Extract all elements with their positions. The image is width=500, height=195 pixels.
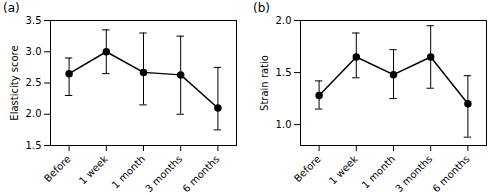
svg-text:6 months: 6 months xyxy=(430,153,471,194)
svg-text:2.5: 2.5 xyxy=(26,77,42,88)
svg-text:Before: Before xyxy=(42,153,73,184)
svg-text:Strain ratio: Strain ratio xyxy=(259,55,270,111)
html-text:(b): (b) xyxy=(253,1,270,15)
svg-text:Elasticity score: Elasticity score xyxy=(9,45,20,120)
svg-text:1 month: 1 month xyxy=(360,153,397,190)
svg-text:1 week: 1 week xyxy=(77,153,110,186)
svg-text:2.0: 2.0 xyxy=(276,15,292,26)
svg-text:3.5: 3.5 xyxy=(26,15,42,26)
svg-text:1 week: 1 week xyxy=(327,153,360,186)
svg-text:3 months: 3 months xyxy=(393,153,434,194)
svg-text:3 months: 3 months xyxy=(143,153,184,194)
svg-text:1.5: 1.5 xyxy=(26,140,42,151)
svg-text:1 month: 1 month xyxy=(110,153,147,190)
svg-text:6 months: 6 months xyxy=(180,153,221,194)
svg-text:2.0: 2.0 xyxy=(26,108,42,119)
svg-text:1.5: 1.5 xyxy=(276,67,292,78)
svg-text:1.0: 1.0 xyxy=(276,119,292,130)
html-text:(a): (a) xyxy=(3,1,20,15)
svg-text:3.0: 3.0 xyxy=(26,46,42,57)
svg-text:Before: Before xyxy=(292,153,323,184)
